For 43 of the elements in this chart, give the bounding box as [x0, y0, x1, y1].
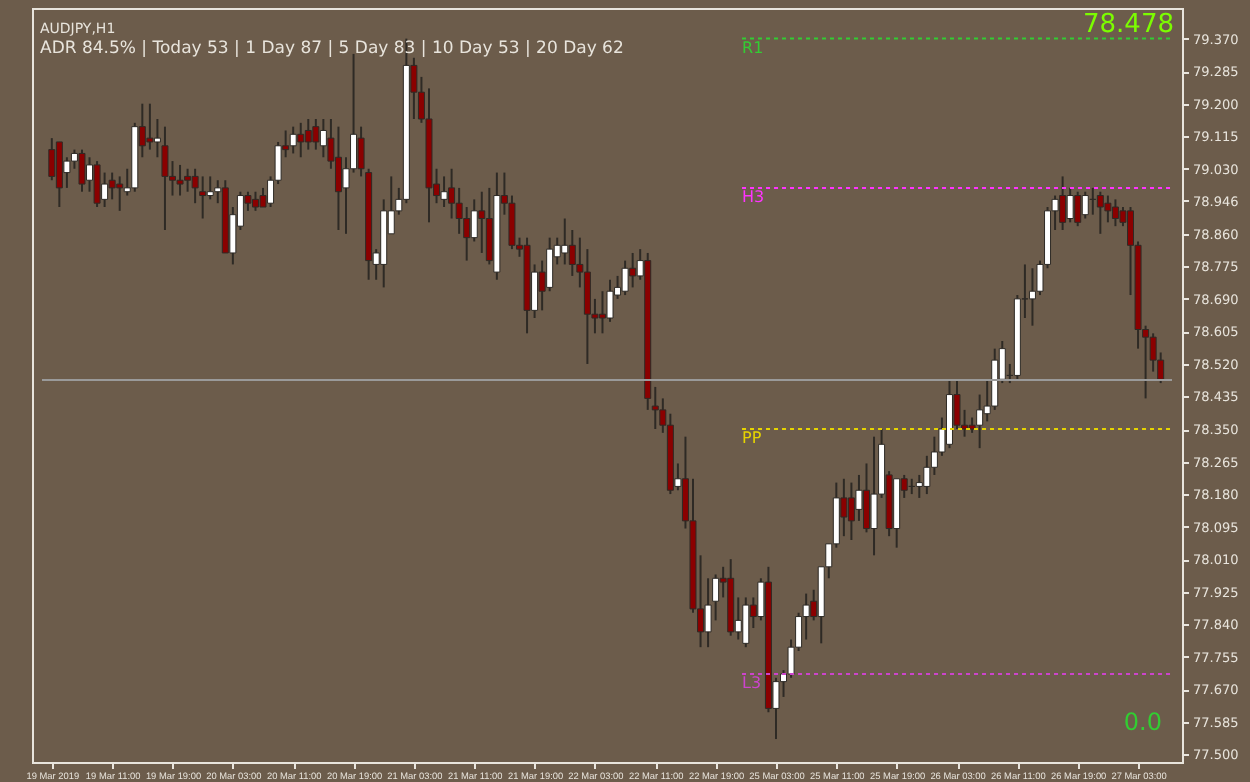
candlestick — [93, 160, 101, 209]
text: ADR 84.5% | Today 53 | 1 Day 87 | 5 Day 83 | 10 Day 53 | 20 Day 62 — [40, 39, 624, 59]
candlestick — [1066, 186, 1074, 224]
candlestick — [334, 125, 342, 231]
ref-line-label: H3 — [742, 187, 765, 206]
ref-line-label: PP — [742, 429, 762, 448]
candlestick — [1111, 198, 1119, 228]
candlestick — [1059, 175, 1067, 231]
candlestick — [485, 186, 493, 266]
candlestick — [176, 163, 184, 197]
candlestick — [101, 171, 109, 209]
candlestick — [870, 435, 878, 557]
candlestick — [199, 175, 207, 220]
candlestick — [312, 117, 320, 151]
ref-line-label: R1 — [742, 38, 764, 57]
candlestick — [1096, 190, 1104, 235]
candlestick — [161, 125, 169, 231]
annotation: 0.0 — [1123, 708, 1162, 736]
candlestick — [598, 290, 606, 335]
candlestick — [915, 473, 923, 499]
candlestick — [289, 125, 297, 155]
candlestick — [206, 175, 214, 201]
candlestick — [840, 477, 848, 538]
candlestick — [146, 102, 154, 151]
annotation: 78.478 — [1083, 10, 1174, 40]
candlestick — [621, 259, 629, 297]
candlestick — [561, 217, 569, 266]
candlestick — [742, 596, 750, 649]
candlestick — [184, 167, 192, 193]
candlestick — [55, 140, 63, 209]
candlestick — [629, 251, 637, 289]
candlestick — [116, 175, 124, 212]
candlestick — [304, 117, 312, 151]
candlestick — [1081, 190, 1089, 220]
candlestick — [78, 148, 86, 193]
candlestick — [297, 121, 305, 159]
candlestick — [440, 175, 448, 209]
candlestick — [847, 481, 855, 542]
candlestick — [1074, 190, 1082, 228]
ref-line-label: L3 — [742, 673, 762, 692]
candlestick — [1028, 267, 1036, 327]
candlestick — [251, 190, 259, 212]
candlestick — [48, 137, 56, 182]
